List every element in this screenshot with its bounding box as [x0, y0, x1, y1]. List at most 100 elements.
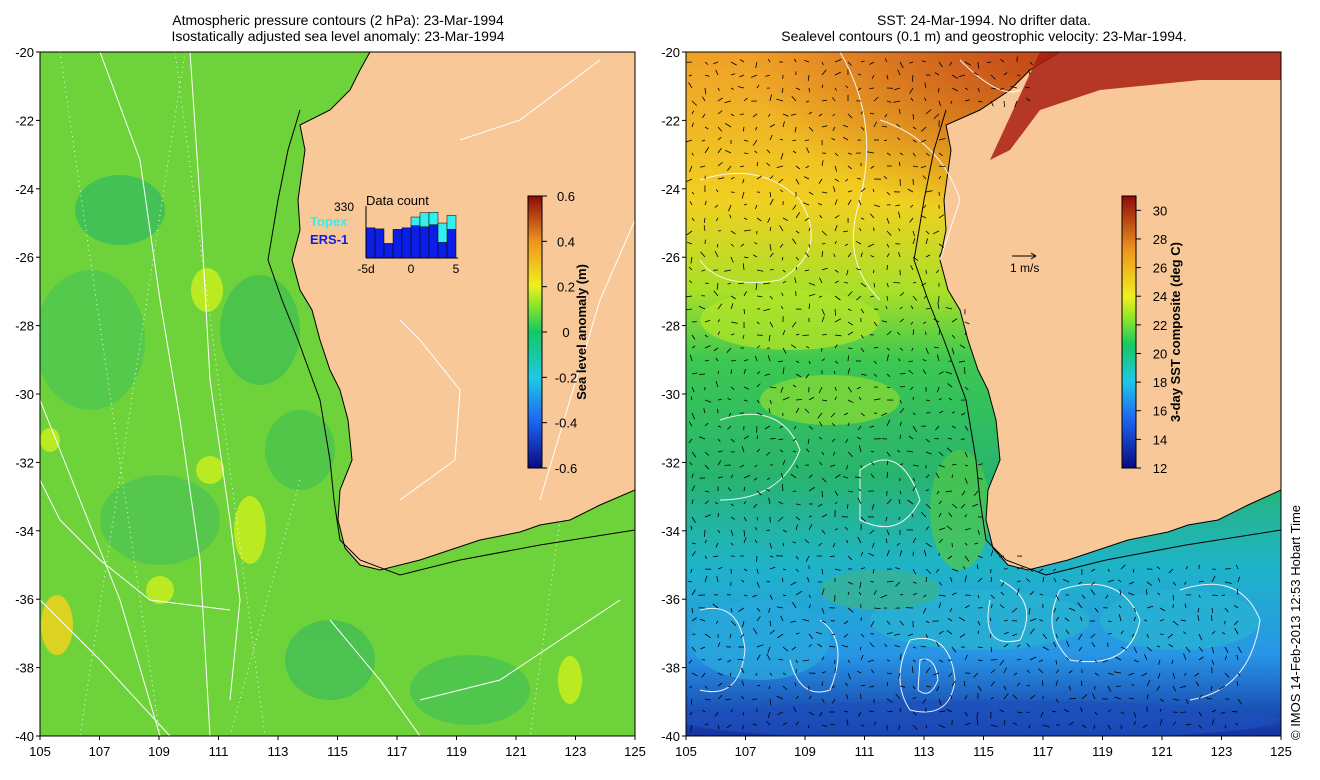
velocity-arrow [925, 347, 929, 355]
velocity-arrow [804, 217, 810, 222]
velocity-arrow [858, 711, 862, 717]
velocity-arrow [938, 214, 945, 219]
velocity-arrow [756, 490, 762, 496]
velocity-arrow [807, 74, 810, 82]
velocity-arrow [1068, 697, 1076, 700]
velocity-arrow [730, 360, 736, 362]
velocity-arrow [964, 722, 971, 726]
velocity-arrow [717, 567, 723, 570]
velocity-arrow [808, 282, 816, 286]
velocity-arrow [860, 334, 864, 339]
velocity-arrow [821, 681, 823, 687]
velocity-arrow [977, 87, 980, 93]
velocity-arrow [724, 123, 732, 128]
velocity-arrow [802, 334, 810, 336]
velocity-arrow [1157, 592, 1161, 596]
velocity-arrow [894, 87, 901, 91]
velocity-arrow [730, 386, 735, 391]
velocity-arrow [1026, 685, 1031, 687]
velocity-arrow [766, 580, 771, 583]
velocity-arrow [899, 434, 901, 440]
velocity-arrow [1133, 616, 1136, 622]
velocity-arrow [1120, 711, 1125, 715]
velocity-arrow [704, 87, 707, 95]
velocity-arrow [885, 516, 888, 522]
velocity-arrow [687, 241, 693, 245]
sla-colorbar: 0.6 0.4 0.2 0 -0.2 -0.4 -0.6 Sea level anomaly… [527, 189, 589, 476]
velocity-arrow [1120, 630, 1124, 635]
velocity-arrow [756, 448, 761, 453]
velocity-arrow [777, 711, 784, 716]
velocity-arrow [847, 291, 853, 297]
velocity-arrow [935, 472, 940, 479]
velocity-arrow [730, 295, 736, 300]
velocity-arrow [686, 308, 693, 311]
velocity-arrow [1038, 668, 1044, 674]
velocity-arrow [704, 723, 709, 726]
velocity-arrow [807, 577, 810, 583]
velocity-arrow [691, 100, 698, 106]
velocity-arrow [898, 211, 901, 219]
velocity-arrow [873, 360, 877, 364]
velocity-arrow [880, 594, 888, 599]
velocity-arrow [834, 199, 838, 206]
velocity-arrow [925, 620, 930, 624]
sla-colorbar-title: Sea level anomaly (m) [574, 264, 589, 400]
velocity-arrow [847, 555, 853, 561]
velocity-arrow [1028, 724, 1031, 729]
velocity-arrow [977, 577, 983, 583]
velocity-arrow [1141, 672, 1148, 677]
colorbar-tick-label: -0.6 [555, 461, 577, 476]
data-count-inset: Data count 330 Topex ERS-1 -5d 0 5 [310, 193, 460, 276]
inset-tick-label: 0 [408, 262, 415, 276]
velocity-arrow [764, 425, 771, 430]
velocity-arrow [925, 152, 930, 157]
velocity-arrow [949, 607, 953, 612]
velocity-arrow [858, 445, 862, 453]
velocity-arrow [834, 474, 841, 479]
velocity-arrow [964, 477, 968, 484]
velocity-arrow [951, 87, 958, 92]
velocity-arrow [938, 191, 940, 196]
velocity-arrow [868, 710, 875, 713]
velocity-arrow [834, 87, 837, 91]
velocity-arrow [973, 672, 979, 678]
velocity-arrow [869, 425, 875, 428]
velocity-arrow [1055, 594, 1060, 601]
velocity-arrow [804, 139, 810, 141]
velocity-arrow [912, 295, 918, 301]
velocity-arrow [691, 551, 696, 557]
velocity-arrow [899, 152, 904, 156]
velocity-arrow [893, 282, 901, 284]
velocity-arrow [1107, 672, 1114, 676]
velocity-arrow [742, 178, 745, 184]
velocity-arrow [938, 243, 945, 248]
velocity-arrow [886, 659, 890, 662]
velocity-arrow [1107, 724, 1112, 730]
velocity-arrow [873, 321, 878, 327]
colorbar-tick-label: 22 [1153, 318, 1167, 333]
velocity-arrow [795, 407, 800, 414]
velocity-arrow [834, 59, 842, 63]
velocity-arrow [767, 355, 771, 362]
velocity-arrow [714, 501, 719, 505]
velocity-arrow [756, 321, 760, 325]
velocity-arrow [790, 344, 797, 349]
velocity-arrow [728, 204, 732, 212]
velocity-arrow [1133, 711, 1137, 719]
velocity-arrow [808, 111, 813, 115]
velocity-arrow [691, 473, 694, 479]
velocity-arrow [869, 61, 875, 65]
y-tick-label: -24 [15, 182, 34, 197]
velocity-arrow [945, 307, 953, 310]
velocity-arrow [958, 617, 966, 622]
velocity-arrow [756, 516, 758, 521]
velocity-arrow [860, 633, 865, 638]
velocity-arrow [730, 708, 733, 713]
velocity-arrow [821, 399, 827, 402]
velocity-arrow [831, 633, 836, 636]
x-tick-label: 117 [387, 744, 408, 759]
velocity-arrow [999, 709, 1005, 713]
velocity-arrow [899, 708, 901, 713]
velocity-arrow [1038, 568, 1044, 573]
